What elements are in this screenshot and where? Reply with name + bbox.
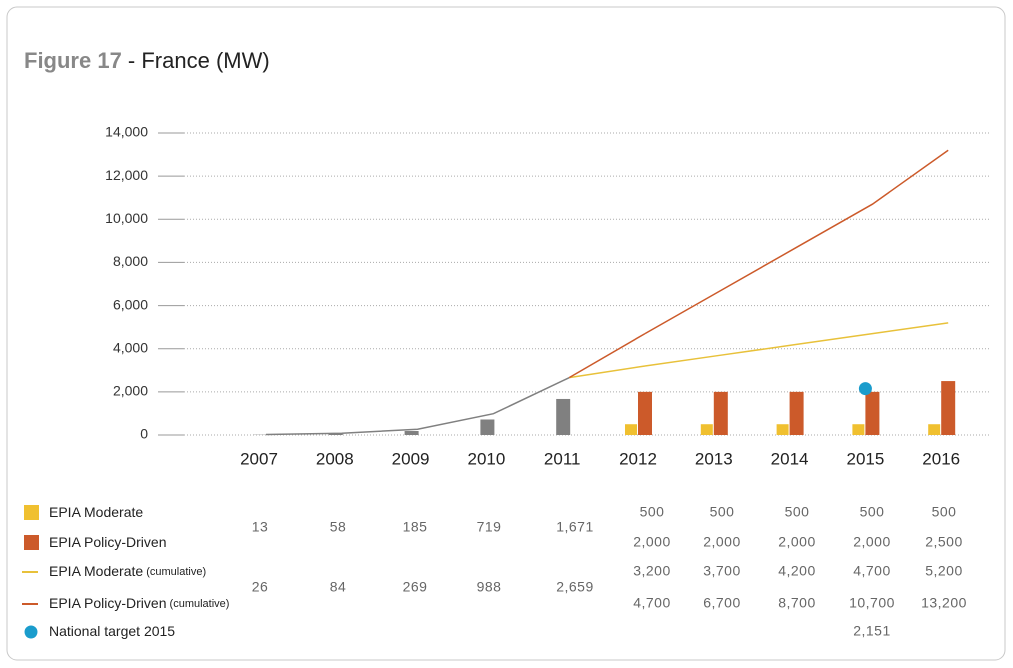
line — [644, 149, 949, 335]
bar — [852, 424, 865, 435]
y-tick-label: 6,000 — [113, 296, 148, 312]
y-tick-label: 0 — [140, 426, 148, 442]
table-value: 4,200 — [778, 563, 816, 579]
y-tick-label: 12,000 — [105, 167, 148, 183]
table-value: 2,000 — [778, 534, 816, 550]
table-value: 13 — [252, 519, 269, 535]
bar — [865, 391, 880, 435]
x-tick-label: 2007 — [240, 449, 278, 468]
x-tick-label: 2009 — [392, 449, 430, 468]
table-value: 2,500 — [925, 534, 963, 550]
table-value: 500 — [785, 504, 810, 520]
y-tick-label: 14,000 — [105, 124, 148, 140]
table-value: 500 — [640, 504, 665, 520]
table-value: 13,200 — [921, 595, 967, 611]
x-tick-label: 2015 — [846, 449, 884, 468]
legend-swatch — [24, 505, 39, 520]
x-tick-label: 2013 — [695, 449, 733, 468]
x-tick-label: 2008 — [316, 449, 354, 468]
line-connector — [568, 332, 646, 379]
line — [644, 322, 949, 367]
bar — [556, 398, 571, 435]
legend-label: EPIA Policy-Driven (cumulative) — [49, 595, 229, 611]
table-value: 988 — [477, 579, 502, 595]
x-tick-label: 2016 — [922, 449, 960, 468]
legend-label: EPIA Policy-Driven — [49, 534, 166, 550]
bar — [928, 424, 941, 435]
table-value: 500 — [710, 504, 735, 520]
bar — [776, 424, 789, 435]
bar — [700, 424, 713, 435]
y-tick-label: 10,000 — [105, 210, 148, 226]
table-value: 5,200 — [925, 563, 963, 579]
bar — [713, 391, 728, 435]
table-value: 2,000 — [853, 534, 891, 550]
table-value: 3,200 — [633, 563, 671, 579]
legend-label: National target 2015 — [49, 623, 175, 639]
table-value: 84 — [330, 579, 347, 595]
y-tick-label: 2,000 — [113, 383, 148, 399]
chart-title: Figure 17 - France (MW) — [24, 48, 270, 73]
x-tick-label: 2012 — [619, 449, 657, 468]
bar — [638, 391, 652, 435]
table-value: 500 — [932, 504, 957, 520]
bar — [404, 431, 419, 435]
line-connector — [569, 365, 646, 379]
legend-swatch — [24, 625, 38, 639]
point — [858, 382, 872, 396]
table-value: 8,700 — [778, 595, 816, 611]
x-tick-label: 2010 — [467, 449, 505, 468]
table-value: 4,700 — [633, 595, 671, 611]
table-value: 719 — [477, 519, 502, 535]
table-value: 2,000 — [703, 534, 741, 550]
bar — [941, 381, 956, 435]
y-tick-label: 4,000 — [113, 339, 148, 355]
table-value: 269 — [403, 579, 428, 595]
line — [265, 376, 570, 436]
legend-label: EPIA Moderate — [49, 504, 143, 520]
legend-swatch — [24, 535, 39, 550]
table-value: 26 — [252, 579, 269, 595]
table-value: 4,700 — [853, 563, 891, 579]
y-tick-label: 8,000 — [113, 253, 148, 269]
table-value: 1,671 — [556, 519, 594, 535]
bar — [328, 433, 343, 435]
table-value: 6,700 — [703, 595, 741, 611]
table-value: 2,151 — [853, 623, 891, 639]
legend-label: EPIA Moderate (cumulative) — [49, 563, 206, 579]
table-value: 3,700 — [703, 563, 741, 579]
table-value: 10,700 — [849, 595, 895, 611]
table-value: 500 — [860, 504, 885, 520]
card — [6, 6, 1006, 661]
bar — [789, 391, 804, 435]
bar — [480, 419, 495, 435]
x-tick-label: 2014 — [771, 449, 809, 468]
table-value: 2,659 — [556, 579, 594, 595]
table-value: 185 — [403, 519, 428, 535]
table-value: 2,000 — [633, 534, 671, 550]
bar — [625, 424, 637, 435]
table-value: 58 — [330, 519, 347, 535]
x-tick-label: 2011 — [544, 449, 581, 468]
